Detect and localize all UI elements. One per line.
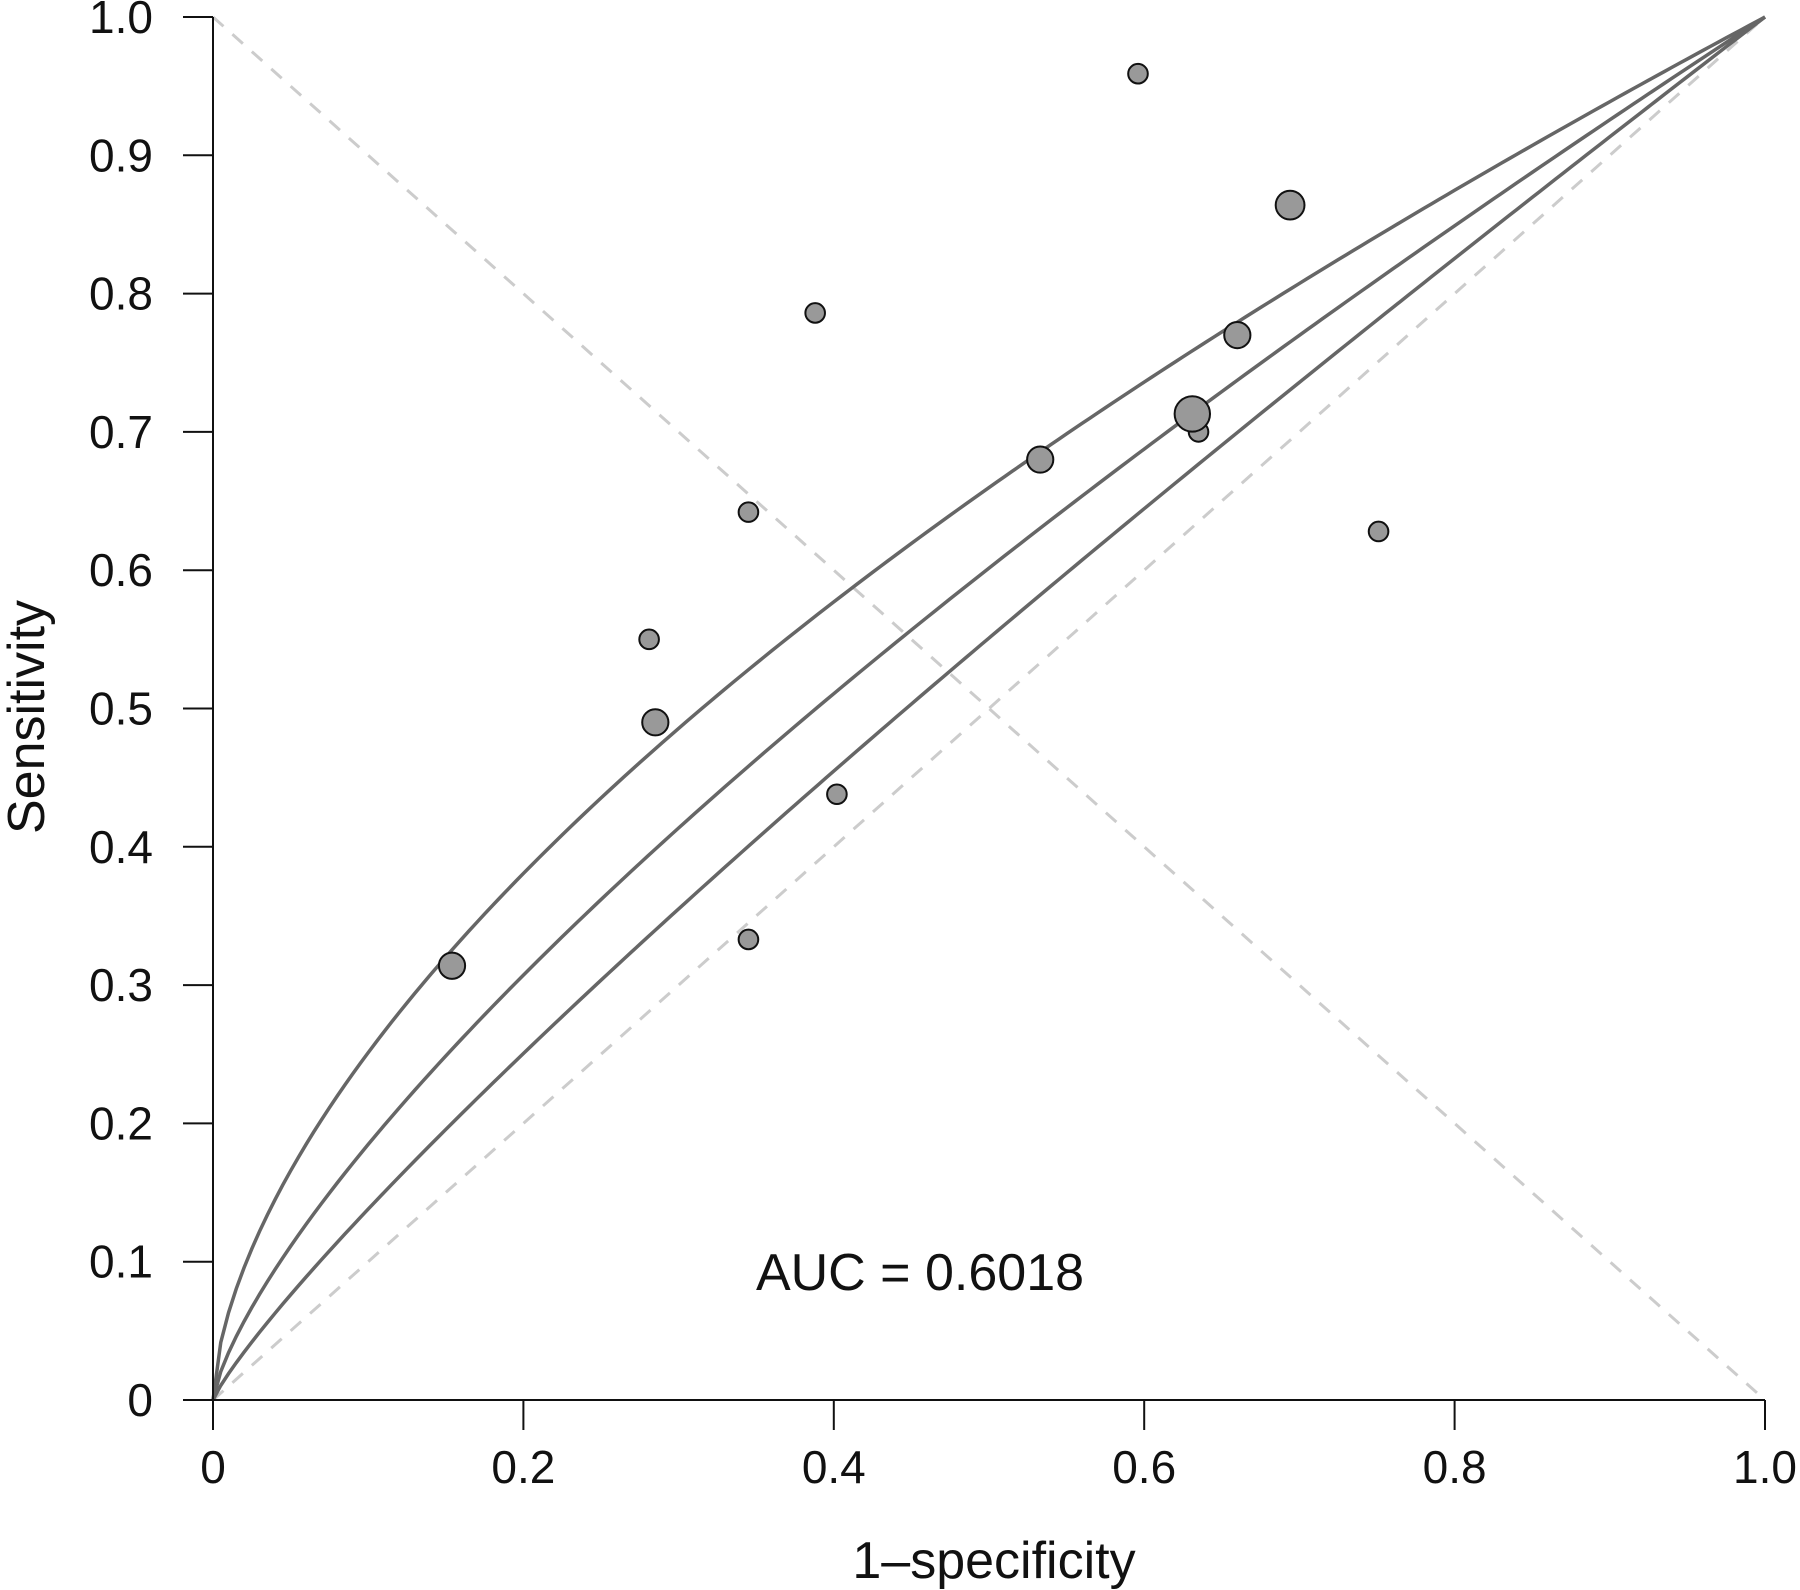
study-point [737,928,760,951]
study-point [1026,445,1055,474]
study-point [641,708,670,737]
y-tick-label: 0.2 [89,1097,153,1149]
sroc-curve-lower [211,15,1767,1401]
x-tick-label: 1.0 [1733,1441,1797,1493]
reference-lines [212,15,1766,1402]
y-axis-title: Sensitivity [0,600,56,834]
study-point [1127,62,1149,85]
study-point [1173,395,1212,433]
chance-diagonal-line [212,15,1766,1402]
study-point [1274,189,1306,221]
tick-labels: 0 0.2 0.4 0.6 0.8 1.0 0 0.1 0.2 0.3 0.4 0.5 0.6 0.7 0.… [89,0,1797,1493]
auc-annotation: AUC = 0.6018 [756,1244,1084,1302]
axes [183,16,1766,1430]
sroc-curve-summary [211,15,1766,1401]
study-point [737,501,760,523]
study-point [1367,520,1390,543]
x-axis-title: 1–specificity [852,1532,1135,1590]
y-tick-label: 0.5 [89,683,153,735]
y-tick-label: 0 [127,1374,153,1426]
x-tick-label: 0.2 [491,1441,555,1493]
y-tick-label: 1.0 [89,0,153,43]
y-tick-label: 0.3 [89,959,153,1011]
study-point [1223,320,1252,350]
y-tick-label: 0.8 [89,268,153,320]
study-point [437,951,467,980]
study-points [437,62,1390,980]
y-tick-label: 0.6 [89,544,153,596]
x-tick-label: 0.4 [802,1441,866,1493]
y-tick-label: 0.7 [89,406,153,458]
sroc-curve-upper [211,15,1766,1401]
study-point [826,783,848,806]
y-tick-label: 0.4 [89,821,153,873]
x-tick-label: 0.8 [1423,1441,1487,1493]
sens-spec-diagonal-line [212,15,1766,1402]
x-tick-label: 0.6 [1112,1441,1176,1493]
y-tick-label: 0.9 [89,129,153,181]
study-point [638,628,660,651]
sroc-curves [211,15,1767,1401]
x-tick-label: 0 [200,1441,226,1493]
y-tick-label: 0.1 [89,1236,153,1288]
study-point [804,302,826,324]
